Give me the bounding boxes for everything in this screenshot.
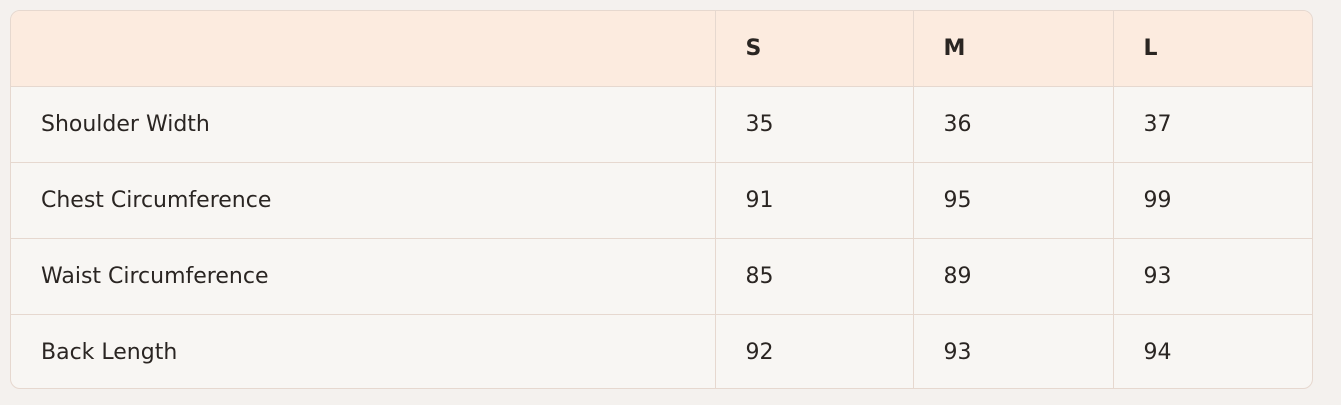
row-label: Chest Circumference: [11, 162, 715, 239]
value-cell: 35: [714, 86, 913, 163]
value-cell: 95: [912, 162, 1113, 239]
table-row: Shoulder Width 35 36 37: [11, 86, 1312, 163]
value-cell: 36: [912, 86, 1113, 163]
value-cell: 93: [1112, 238, 1312, 315]
table-row: Waist Circumference 85 89 93: [11, 238, 1312, 315]
header-cell: [11, 11, 715, 87]
table-body: Shoulder Width 35 36 37 Chest Circumference 9…: [11, 86, 1312, 388]
value-cell: 99: [1112, 162, 1312, 239]
header-cell: M: [912, 11, 1113, 87]
value-cell: 92: [714, 314, 913, 388]
table-row: Chest Circumference 91 95 99: [11, 162, 1312, 239]
table-row: Back Length 92 93 94: [11, 314, 1312, 388]
row-label: Waist Circumference: [11, 238, 715, 315]
row-label: Back Length: [41, 340, 178, 365]
value-cell: 94: [1112, 314, 1312, 388]
row-label: Shoulder Width: [11, 86, 715, 163]
value-cell: 91: [714, 162, 913, 239]
header-cell: L: [1112, 11, 1312, 87]
value-cell: 93: [912, 314, 1113, 388]
value-cell: 37: [1112, 86, 1312, 163]
value-cell: 89: [912, 238, 1113, 315]
header-cell: S: [714, 11, 913, 87]
value-cell: 85: [714, 238, 913, 315]
